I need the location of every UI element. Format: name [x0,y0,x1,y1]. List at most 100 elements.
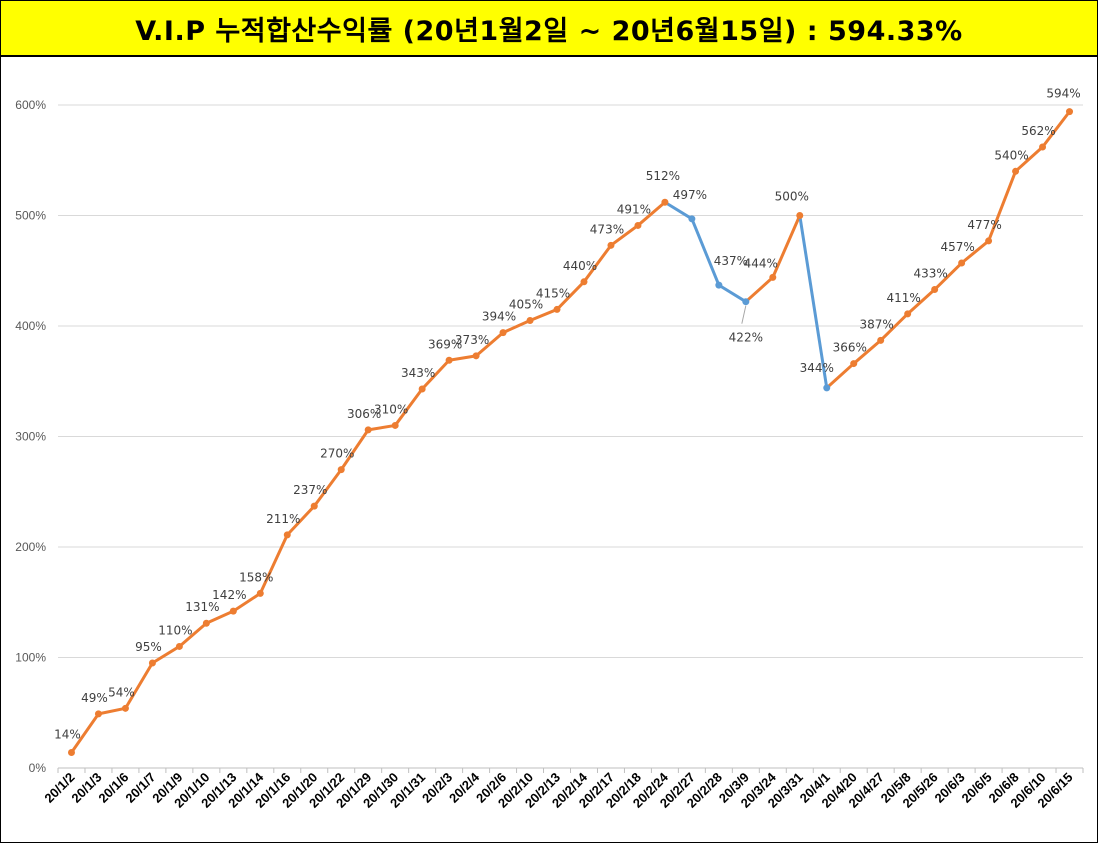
data-label: 500% [775,190,809,204]
data-label: 562% [1021,124,1055,138]
data-point [688,215,696,223]
data-label: 310% [374,402,408,416]
gridlines [58,104,1083,658]
x-tick-label: 20/1/7 [122,770,158,806]
series-segment-up [879,312,910,342]
title-bar: V.I.P 누적합산수익률 (20년1월2일 ~ 20년6월15일) : 594… [1,1,1097,57]
data-point [580,278,588,286]
x-tick-label: 20/1/2 [41,770,77,806]
series-segment-up [987,169,1018,243]
data-point [499,329,507,337]
data-point [391,421,399,429]
series-segment-up [501,318,532,335]
series-segment-up [366,423,397,432]
data-point [175,642,183,650]
data-labels: 14% 49% 54% 95% 110% 131%142% 158% 211% 237% 270%… [54,87,1081,742]
data-label: 49% [81,691,108,705]
data-label: 405% [509,297,543,311]
data-point [661,198,669,206]
data-label: 369% [428,337,462,351]
data-label: 594% [1046,87,1080,101]
y-tick-label: 200% [15,540,46,554]
data-label: 512% [646,169,680,183]
data-point [742,298,750,306]
label-leader [741,305,747,324]
data-label: 491% [617,202,651,216]
series-segment-up [1041,110,1072,149]
chart-title: V.I.P 누적합산수익률 (20년1월2일 ~ 20년6월15일) : 594… [135,15,963,47]
data-label: 344% [800,361,834,375]
data-point [553,305,561,313]
series-segment-up [96,706,127,716]
series-segment-up [474,331,505,358]
data-point [607,241,615,249]
data-label: 473% [590,222,624,236]
series-segment-down [690,217,721,287]
data-point [796,212,804,219]
series-segment-up [285,504,316,537]
data-point [202,619,210,627]
data-point [715,281,723,289]
data-point [1039,143,1047,151]
series-segment-up [312,468,343,508]
data-point [94,710,102,718]
data-point [148,659,156,667]
series-segment-up [447,354,478,362]
data-label: 366% [833,341,867,355]
series-segment-up [123,661,154,710]
data-label: 540% [994,148,1028,162]
series-segment-up [744,275,775,304]
data-label: 477% [967,218,1001,232]
series-segment-up [393,387,424,427]
series-segment-up [231,591,262,613]
data-label: 131% [185,600,219,614]
data-point [121,704,129,712]
data-point [364,426,372,434]
data-point [445,356,453,364]
data-point [1066,108,1074,116]
x-tick-label: 20/1/6 [95,770,131,806]
y-tick-label: 600% [15,98,46,112]
y-tick-label: 400% [15,319,46,333]
y-tick-label: 500% [15,209,46,223]
series-segment-down [717,283,748,304]
y-axis-ticks: 0% 100% 200% 300% 400% 500% 600% [15,98,46,775]
data-point [931,286,939,294]
data-point [985,237,993,245]
data-label: 110% [158,623,192,637]
data-point [526,316,534,324]
data-label: 270% [320,447,354,461]
data-point [418,385,426,393]
series-segment-up [420,358,451,391]
data-label: 387% [860,317,894,331]
series-points [67,108,1074,757]
series-segment-up [555,280,586,311]
series-segment-up [582,243,613,284]
data-point [1012,167,1020,175]
data-label: 142% [212,588,246,602]
data-label: 394% [482,310,516,324]
data-point [877,336,885,344]
series-segment-up [609,223,640,247]
data-label: 415% [536,286,570,300]
data-label: 54% [108,685,135,699]
data-point [769,273,777,281]
data-label: 433% [913,267,947,281]
data-label: 14% [54,728,81,742]
series-segment-down [663,200,694,221]
series-segment-up [339,428,370,472]
y-tick-label: 100% [15,651,46,665]
data-point [634,221,642,229]
series-segment-down [798,214,829,390]
data-point [958,259,966,267]
series-segment-up [960,239,991,265]
data-point [850,360,858,368]
series-segment-up [69,712,100,755]
series-segment-up [150,644,181,665]
data-point [310,502,318,510]
y-tick-label: 0% [29,761,47,775]
data-label: 437% [714,254,748,268]
data-point [229,607,237,615]
series-segment-up [204,609,235,625]
